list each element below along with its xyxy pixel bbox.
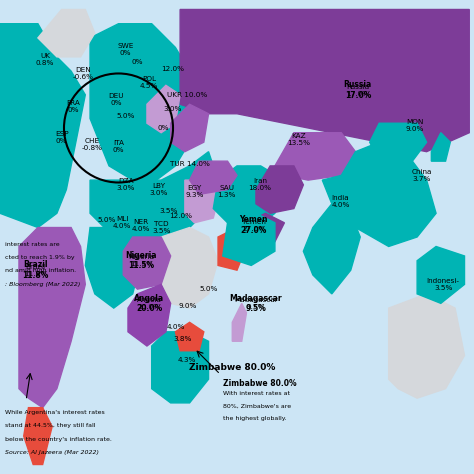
Polygon shape — [152, 180, 190, 223]
Text: 3.8%: 3.8% — [174, 336, 192, 342]
Text: Madagascar
9.5%: Madagascar 9.5% — [229, 294, 283, 313]
Polygon shape — [232, 303, 246, 341]
Text: While Argentina's interest rates: While Argentina's interest rates — [5, 410, 104, 415]
Text: 80%, Zimbabwe's are: 80%, Zimbabwe's are — [223, 403, 291, 409]
Text: Zimbabwe 80.0%: Zimbabwe 80.0% — [223, 379, 296, 388]
Text: cted to reach 1.9% by: cted to reach 1.9% by — [5, 255, 74, 260]
Polygon shape — [19, 228, 85, 408]
Text: SWE
0%: SWE 0% — [118, 43, 134, 56]
Text: : Bloomberg (Mar 2022): : Bloomberg (Mar 2022) — [5, 282, 80, 287]
Text: Russia
17.0%: Russia 17.0% — [346, 83, 369, 97]
Text: Yemen
27.0%: Yemen 27.0% — [239, 216, 268, 235]
Text: UKR 10.0%: UKR 10.0% — [167, 92, 207, 98]
Polygon shape — [128, 284, 171, 346]
Text: KAZ
13.5%: KAZ 13.5% — [287, 133, 310, 146]
Text: MON
9.0%: MON 9.0% — [406, 119, 424, 132]
Text: Yemen
27.0%: Yemen 27.0% — [242, 219, 265, 232]
Polygon shape — [0, 24, 85, 228]
Text: interest rates are: interest rates are — [5, 242, 59, 247]
Text: 5.0%: 5.0% — [117, 113, 135, 119]
Text: DEN
-0.6%: DEN -0.6% — [73, 67, 93, 80]
Polygon shape — [147, 85, 180, 133]
Text: Nigeria
11.5%: Nigeria 11.5% — [128, 254, 154, 267]
Text: CHE
-0.8%: CHE -0.8% — [82, 138, 103, 151]
Text: 9.0%: 9.0% — [178, 303, 196, 309]
Polygon shape — [156, 228, 218, 308]
Text: LBY
3.0%: LBY 3.0% — [150, 183, 168, 196]
Text: Indonesi-
3.5%: Indonesi- 3.5% — [427, 278, 460, 291]
Text: Angola
20.0%: Angola 20.0% — [134, 294, 164, 313]
Text: 3.0%: 3.0% — [164, 106, 182, 112]
Text: With interest rates at: With interest rates at — [223, 391, 290, 396]
Polygon shape — [223, 213, 275, 265]
Polygon shape — [180, 9, 469, 152]
Text: Russia
17.0%: Russia 17.0% — [344, 81, 372, 100]
Polygon shape — [152, 332, 209, 403]
Text: stand at 44.5%, they still fall: stand at 44.5%, they still fall — [5, 423, 95, 428]
Text: India
4.0%: India 4.0% — [331, 195, 349, 208]
Text: 0%: 0% — [158, 125, 169, 131]
Text: TUR 14.0%: TUR 14.0% — [170, 161, 210, 166]
Polygon shape — [38, 9, 95, 57]
Text: Angola
20.0%: Angola 20.0% — [137, 297, 162, 310]
Text: FRA
0%: FRA 0% — [66, 100, 81, 113]
Text: nd amid high inflation.: nd amid high inflation. — [5, 268, 76, 273]
Text: Brazil
11.8%: Brazil 11.8% — [24, 264, 47, 277]
Text: Madagascar
9.5%: Madagascar 9.5% — [234, 297, 278, 310]
Polygon shape — [322, 142, 436, 246]
Text: Source: Al Jazeera (Mar 2022): Source: Al Jazeera (Mar 2022) — [5, 450, 99, 455]
Text: Nigeria
11.5%: Nigeria 11.5% — [126, 251, 157, 270]
Polygon shape — [303, 204, 360, 294]
Text: 4.3%: 4.3% — [178, 357, 196, 363]
Text: 4.0%: 4.0% — [166, 324, 184, 330]
Text: Brazil
11.8%: Brazil 11.8% — [22, 261, 49, 280]
Polygon shape — [24, 408, 52, 465]
Text: below the country's inflation rate.: below the country's inflation rate. — [5, 437, 111, 442]
Polygon shape — [85, 228, 142, 308]
Text: China
3.7%: China 3.7% — [412, 169, 432, 182]
Polygon shape — [431, 133, 450, 161]
Polygon shape — [175, 322, 204, 351]
Polygon shape — [370, 123, 427, 161]
Polygon shape — [90, 152, 218, 237]
Text: Iran
18.0%: Iran 18.0% — [248, 178, 271, 191]
Text: SAU
1.3%: SAU 1.3% — [218, 185, 236, 199]
Polygon shape — [190, 161, 237, 194]
Text: 3.5%: 3.5% — [159, 208, 177, 214]
Text: 5.0%: 5.0% — [200, 286, 218, 292]
Polygon shape — [90, 24, 199, 180]
Polygon shape — [275, 133, 356, 180]
Text: 12.0%: 12.0% — [170, 213, 192, 219]
Text: the highest globally.: the highest globally. — [223, 416, 286, 421]
Text: ESP
0%: ESP 0% — [55, 131, 68, 144]
Text: 12.0%: 12.0% — [162, 66, 184, 72]
Text: 0%: 0% — [132, 59, 143, 64]
Polygon shape — [256, 166, 303, 213]
Text: Zimbabwe 80.0%: Zimbabwe 80.0% — [189, 363, 275, 372]
Text: TCD
3.5%: TCD 3.5% — [152, 221, 170, 234]
Polygon shape — [417, 246, 465, 303]
Text: POL
4.5%: POL 4.5% — [140, 76, 158, 90]
Text: EGY
9.3%: EGY 9.3% — [185, 185, 203, 199]
Polygon shape — [246, 213, 284, 242]
Text: MLI
4.0%: MLI 4.0% — [113, 216, 131, 229]
Polygon shape — [171, 104, 209, 152]
Text: 5.0%: 5.0% — [98, 218, 116, 223]
Text: UK
0.8%: UK 0.8% — [36, 53, 54, 66]
Polygon shape — [218, 228, 246, 270]
Polygon shape — [389, 294, 465, 398]
Text: DEU
0%: DEU 0% — [109, 93, 124, 106]
Text: DZA
3.0%: DZA 3.0% — [117, 178, 135, 191]
Polygon shape — [213, 166, 284, 228]
Text: ITA
0%: ITA 0% — [113, 140, 124, 154]
Polygon shape — [123, 237, 171, 289]
Polygon shape — [185, 180, 218, 223]
Text: NER
4.0%: NER 4.0% — [132, 219, 150, 232]
